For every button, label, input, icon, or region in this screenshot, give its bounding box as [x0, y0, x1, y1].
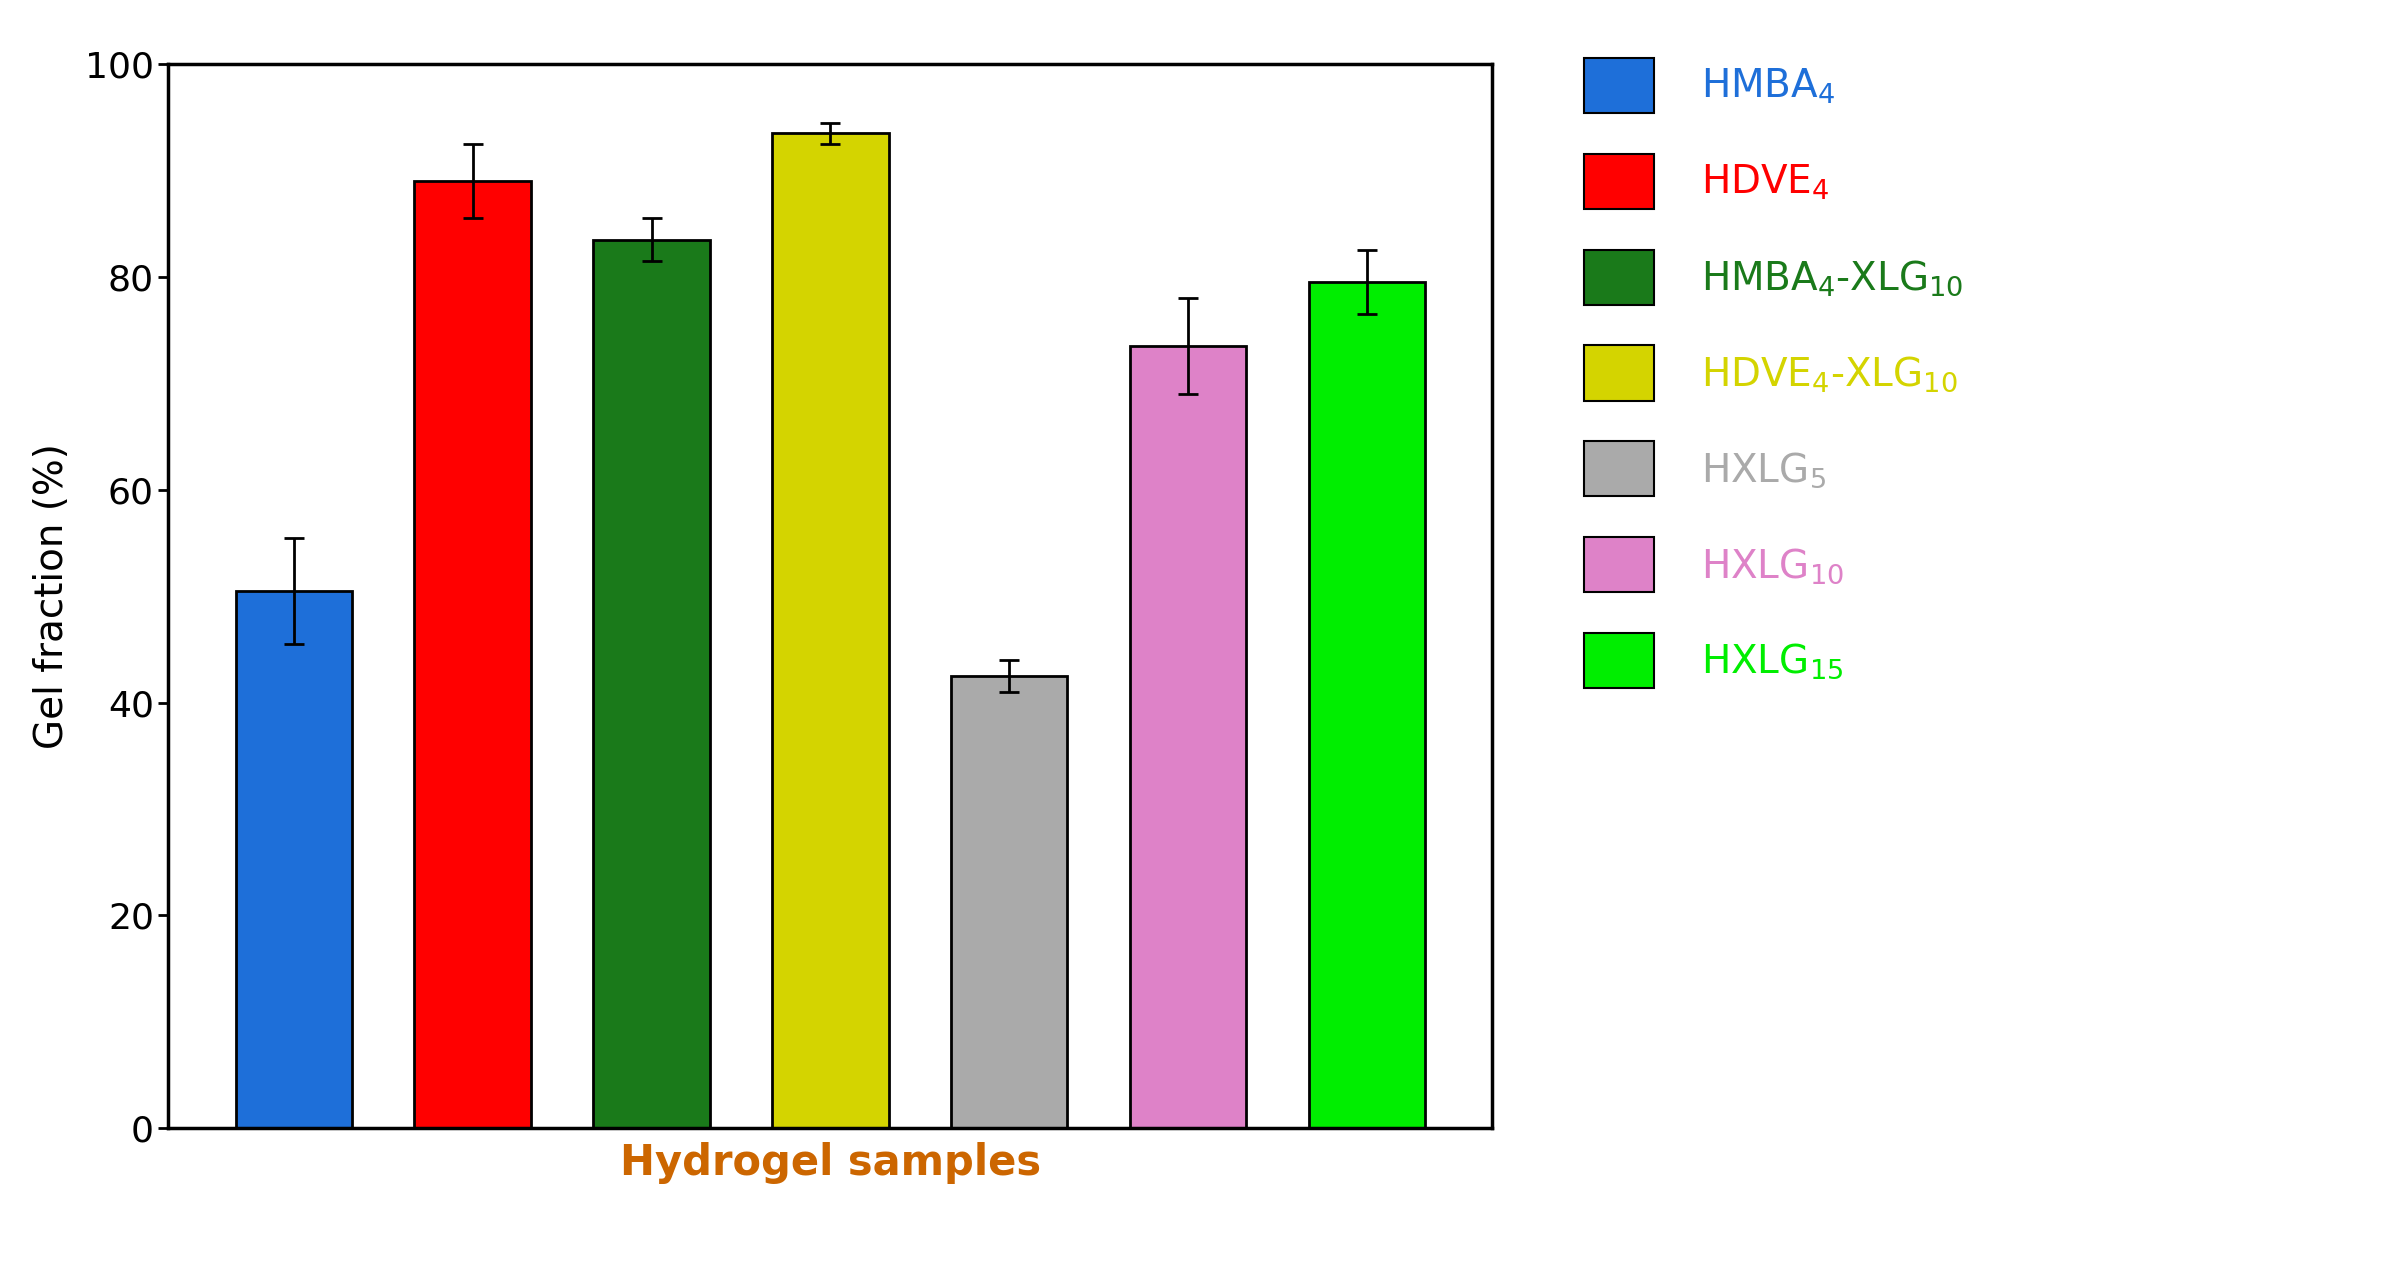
Legend: HMBA$_4$, HDVE$_4$, HMBA$_4$-XLG$_{10}$, HDVE$_4$-XLG$_{10}$, HXLG$_5$, HXLG$_{1: HMBA$_4$, HDVE$_4$, HMBA$_4$-XLG$_{10}$,…: [1584, 58, 1964, 688]
Bar: [595, 240, 710, 1128]
Bar: [236, 591, 351, 1128]
Bar: [1129, 346, 1247, 1128]
Bar: [773, 133, 888, 1128]
Bar: [951, 676, 1066, 1128]
Bar: [414, 181, 532, 1128]
Y-axis label: Gel fraction (%): Gel fraction (%): [34, 444, 72, 749]
Bar: [1309, 282, 1425, 1128]
X-axis label: Hydrogel samples: Hydrogel samples: [621, 1142, 1040, 1185]
